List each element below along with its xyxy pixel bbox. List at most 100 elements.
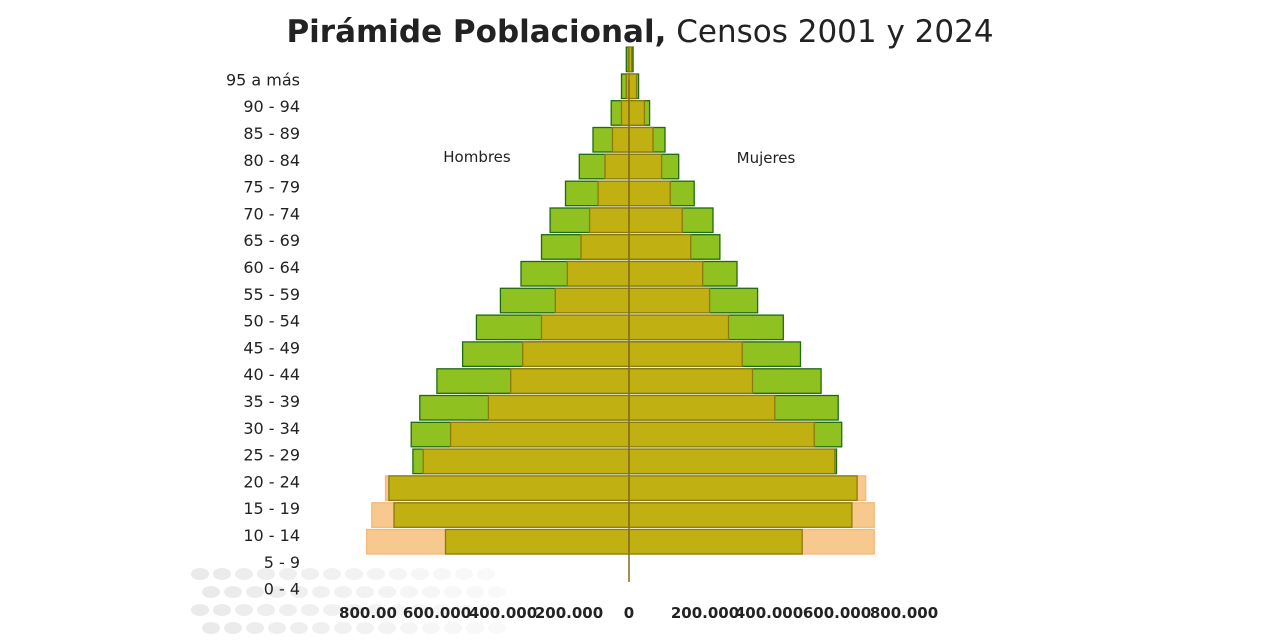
- age-label: 10 - 14: [243, 526, 300, 545]
- decor-dot: [345, 568, 363, 580]
- decor-dot: [268, 586, 286, 598]
- x-tick-label: 200.000: [535, 604, 603, 622]
- decorative-dots: [191, 568, 506, 634]
- bar-2024-hombres: [393, 502, 630, 528]
- decor-dot: [356, 622, 374, 634]
- decor-dot: [246, 622, 264, 634]
- age-label: 90 - 94: [243, 97, 300, 116]
- decor-dot: [235, 568, 253, 580]
- decor-dot: [334, 622, 352, 634]
- age-label: 20 - 24: [243, 472, 300, 491]
- age-labels: 0 - 4 5 - 9 10 - 14 15 - 19 20 - 24 25 - 29 30…: [226, 70, 300, 598]
- chart-title-rest: Censos 2001 y 2024: [666, 14, 994, 50]
- bar-2024-mujeres: [628, 46, 633, 73]
- age-label: 70 - 74: [243, 204, 300, 223]
- decor-dot: [191, 568, 209, 580]
- bar-2024-hombres: [487, 394, 630, 421]
- bar-2024-hombres: [444, 528, 630, 555]
- decor-dot: [279, 568, 297, 580]
- decor-dot: [301, 604, 319, 616]
- bar-2024-hombres: [522, 341, 630, 368]
- decor-dot: [345, 604, 363, 616]
- decor-dot: [257, 568, 275, 580]
- age-label: 80 - 84: [243, 151, 300, 170]
- decor-dot: [213, 568, 231, 580]
- decor-dot: [202, 622, 220, 634]
- bar-2024-mujeres: [628, 368, 754, 394]
- decor-dot: [235, 604, 253, 616]
- bar-2024-hombres: [611, 126, 630, 153]
- decor-dot: [378, 586, 396, 598]
- decor-dot: [202, 586, 220, 598]
- decor-dot: [323, 604, 341, 616]
- decor-dot: [477, 568, 495, 580]
- decor-dot: [301, 568, 319, 580]
- age-label: 40 - 44: [243, 365, 300, 384]
- decor-dot: [433, 604, 451, 616]
- age-label: 95 a más: [226, 70, 300, 89]
- age-label: 45 - 49: [243, 338, 300, 357]
- decor-dot: [444, 622, 462, 634]
- decor-dot: [312, 622, 330, 634]
- bar-2024-mujeres: [628, 234, 692, 260]
- decor-dot: [466, 622, 484, 634]
- decor-dot: [224, 586, 242, 598]
- decor-dot: [378, 622, 396, 634]
- age-label: 5 - 9: [264, 553, 300, 572]
- decor-dot: [290, 586, 308, 598]
- bar-2024-hombres: [388, 475, 630, 502]
- age-label: 15 - 19: [243, 499, 300, 518]
- bar-2024-hombres: [540, 314, 630, 341]
- decor-dot: [356, 586, 374, 598]
- decor-dot: [400, 622, 418, 634]
- decor-dot: [323, 568, 341, 580]
- decor-dot: [389, 568, 407, 580]
- bar-2024-hombres: [620, 100, 630, 126]
- series-2024: [388, 46, 858, 555]
- x-tick-label: 800.00: [339, 604, 397, 622]
- decor-dot: [191, 604, 209, 616]
- decor-dot: [422, 622, 440, 634]
- bar-2024-mujeres: [628, 100, 646, 126]
- decor-dot: [367, 568, 385, 580]
- decor-dot: [466, 586, 484, 598]
- decor-dot: [444, 586, 462, 598]
- bar-2024-mujeres: [628, 394, 776, 421]
- side-label-mujeres: Mujeres: [737, 149, 796, 167]
- decor-dot: [334, 586, 352, 598]
- decor-dot: [268, 622, 286, 634]
- bar-2024-hombres: [449, 421, 630, 448]
- bar-2024-mujeres: [628, 207, 683, 234]
- bar-2024-mujeres: [628, 528, 803, 555]
- decor-dot: [312, 586, 330, 598]
- age-label: 30 - 34: [243, 419, 300, 438]
- bar-2024-hombres: [604, 153, 630, 180]
- decor-dot: [400, 586, 418, 598]
- decor-dot: [279, 604, 297, 616]
- decor-dot: [411, 568, 429, 580]
- decor-dot: [389, 604, 407, 616]
- side-label-hombres: Hombres: [443, 148, 511, 166]
- bar-2024-mujeres: [628, 502, 853, 528]
- bar-2024-mujeres: [628, 314, 730, 341]
- decor-dot: [367, 604, 385, 616]
- decor-dot: [246, 586, 264, 598]
- bar-2024-mujeres: [628, 180, 671, 207]
- decor-dot: [477, 604, 495, 616]
- decor-dot: [224, 622, 242, 634]
- decor-dot: [455, 604, 473, 616]
- bar-2024-mujeres: [628, 421, 815, 448]
- age-label: 65 - 69: [243, 231, 300, 250]
- bar-2024-hombres: [566, 260, 630, 287]
- x-tick-label: 200.000: [671, 604, 739, 622]
- bar-2024-mujeres: [628, 448, 836, 475]
- age-label: 55 - 59: [243, 285, 300, 304]
- decor-dot: [455, 568, 473, 580]
- decor-dot: [257, 604, 275, 616]
- bar-2024-hombres: [554, 287, 630, 314]
- decor-dot: [411, 604, 429, 616]
- bar-2024-mujeres: [628, 73, 638, 100]
- bar-2024-mujeres: [628, 341, 743, 368]
